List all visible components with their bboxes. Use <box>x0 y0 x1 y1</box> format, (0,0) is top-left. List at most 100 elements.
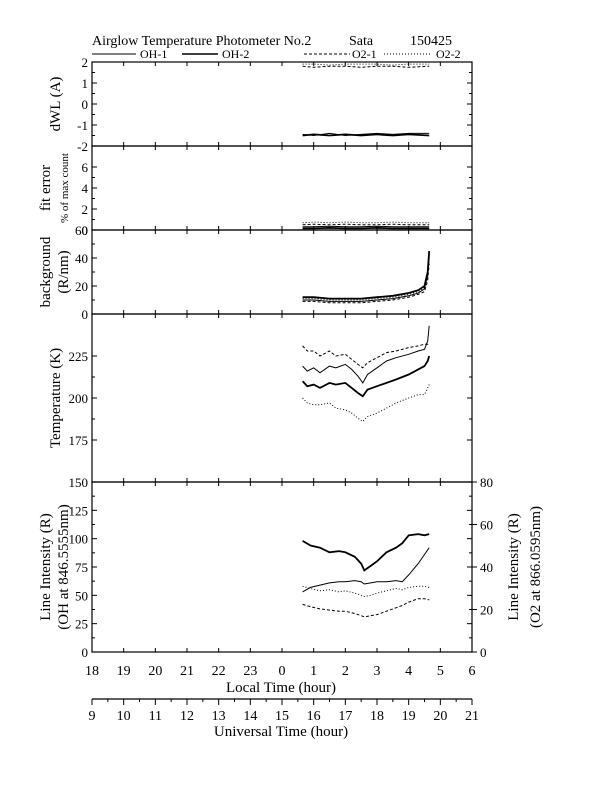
universal-time-tick-label: 17 <box>338 709 352 724</box>
y-right-axis-title: Line Intensity (R) <box>506 513 522 620</box>
y-tick-label: 2 <box>82 202 89 217</box>
series-line-temperature-o2-2 <box>302 384 430 423</box>
panel-temperature: 225 200 175 Temperature (K) <box>48 313 473 483</box>
panel-dwl: 2 1 0 -1 -2 dWL (A) <box>48 55 473 154</box>
y-right-tick-label: 0 <box>480 645 487 660</box>
local-time-axis: 18 19 20 21 22 23 0 1 2 3 4 5 6 <box>85 664 476 679</box>
y-tick-label: 20 <box>75 279 88 294</box>
local-time-tick-label: 6 <box>469 664 476 679</box>
universal-time-label: Universal Time (hour) <box>214 724 348 740</box>
series-line-background-oh-2 <box>302 250 431 300</box>
legend-label-o21: O2-1 <box>352 47 377 61</box>
y-tick-label: 0 <box>82 97 89 112</box>
y-tick-label: 40 <box>75 251 88 266</box>
legend-label-oh2: OH-2 <box>222 47 249 61</box>
y-tick-label: 0 <box>82 307 89 322</box>
y-right-tick-label: 40 <box>480 560 493 575</box>
y-right-axis-subtitle: (O2 at 866.0595nm) <box>528 506 544 628</box>
universal-time-tick-label: 14 <box>243 709 257 724</box>
y-axis-title: Temperature (K) <box>48 348 64 448</box>
series-line-background-o2-2 <box>302 257 430 301</box>
local-time-tick-label: 22 <box>212 664 226 679</box>
series-line-intensity-o2-1 <box>302 598 430 618</box>
y-axis-title: dWL (A) <box>48 77 64 132</box>
series-line-temperature-oh-1 <box>302 325 430 384</box>
series-line-background-oh-1 <box>302 255 430 302</box>
series-line-intensity-oh-2 <box>302 533 430 572</box>
local-time-tick-label: 5 <box>437 664 444 679</box>
figure-title: Airglow Temperature Photometer No.2 <box>92 34 311 49</box>
y-tick-label: 75 <box>75 560 88 575</box>
local-time-label: Local Time (hour) <box>226 680 336 696</box>
local-time-tick-label: 3 <box>374 664 381 679</box>
y-tick-label: 60 <box>75 223 88 238</box>
y-axis-subtitle: (R/nm) <box>56 250 72 293</box>
universal-time-tick-label: 18 <box>370 709 384 724</box>
y-axis-title: background <box>38 236 54 307</box>
local-time-tick-label: 21 <box>180 664 194 679</box>
legend-label-oh1: OH-1 <box>140 47 167 61</box>
series-line-fit-error-oh-1 <box>302 225 430 228</box>
site-name: Sata <box>349 34 374 49</box>
y-tick-label: -1 <box>77 118 88 133</box>
panel-fit-error: 6 4 2 0 fit error % of max count <box>38 145 473 238</box>
local-time-tick-label: 18 <box>85 664 99 679</box>
y-tick-label: 0 <box>82 223 89 238</box>
universal-time-tick-label: 10 <box>117 709 131 724</box>
y-right-tick-label: 60 <box>480 518 493 533</box>
local-time-tick-label: 0 <box>279 664 286 679</box>
y-right-tick-label: 20 <box>480 603 493 618</box>
y-tick-label: -2 <box>77 139 88 154</box>
local-time-tick-label: 4 <box>405 664 412 679</box>
y-tick-label: 0 <box>82 645 89 660</box>
y-tick-label: 125 <box>69 503 89 518</box>
y-tick-label: 1 <box>82 76 89 91</box>
panel-frame-fit-error <box>91 145 473 231</box>
local-time-tick-label: 19 <box>117 664 131 679</box>
series-line-temperature-oh-2 <box>301 355 431 398</box>
y-tick-label: 4 <box>82 181 89 196</box>
legend-label-o22: O2-2 <box>436 47 461 61</box>
series-line-fit-error-oh-2 <box>302 226 430 230</box>
y-tick-label: 175 <box>69 433 89 448</box>
series-line-dwl-o2-2 <box>302 63 430 66</box>
universal-time-tick-label: 19 <box>402 709 416 724</box>
universal-time-tick-label: 13 <box>212 709 226 724</box>
y-tick-label: 2 <box>82 55 89 70</box>
series-line-dwl-oh-2 <box>302 133 430 137</box>
y-tick-label: 150 <box>69 475 89 490</box>
date-label: 150425 <box>410 34 452 49</box>
y-axis-subtitle: (OH at 846.5555nm) <box>56 504 72 629</box>
local-time-tick-label: 23 <box>243 664 257 679</box>
universal-time-tick-label: 11 <box>149 709 162 724</box>
panel-background: 60 40 20 0 background (R/nm) <box>38 223 473 322</box>
universal-time-tick-label: 15 <box>275 709 289 724</box>
universal-time-tick-label: 16 <box>307 709 321 724</box>
panel-frame-background <box>91 229 473 315</box>
universal-time-tick-label: 21 <box>465 709 479 724</box>
series-line-intensity-o2-2 <box>302 585 430 598</box>
y-axis-title: fit error <box>38 165 54 211</box>
universal-time-axis: 9 10 11 12 13 14 15 16 17 18 19 20 21 <box>89 698 479 724</box>
legend: OH-1 OH-2 O2-1 O2-2 <box>92 47 461 61</box>
panel-frame-temperature <box>91 313 473 483</box>
y-tick-label: 50 <box>75 588 88 603</box>
y-axis-title: Line Intensity (R) <box>38 513 54 620</box>
universal-time-tick-label: 9 <box>89 709 96 724</box>
y-tick-label: 200 <box>69 391 89 406</box>
y-tick-label: 225 <box>69 349 89 364</box>
universal-time-tick-label: 12 <box>180 709 194 724</box>
y-tick-label: 6 <box>82 160 89 175</box>
local-time-tick-label: 2 <box>342 664 349 679</box>
y-right-tick-label: 80 <box>480 475 493 490</box>
series-line-fit-error-o2-2 <box>302 221 430 224</box>
series-line-intensity-oh-1 <box>302 547 430 593</box>
series-line-background-o2-1 <box>302 263 430 304</box>
series-line-temperature-o2-1 <box>302 342 430 369</box>
y-axis-subtitle: % of max count <box>59 153 71 223</box>
series-line-dwl-o2-1 <box>302 65 430 68</box>
universal-time-tick-label: 20 <box>433 709 447 724</box>
